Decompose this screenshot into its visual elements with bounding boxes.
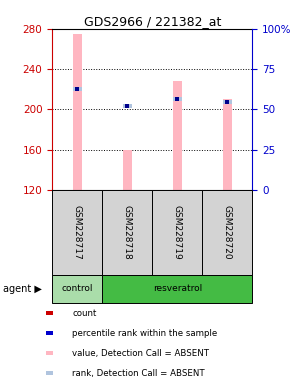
Bar bbox=[73, 87, 82, 91]
Bar bbox=[46, 311, 53, 316]
Text: control: control bbox=[61, 285, 93, 293]
Bar bbox=[152, 190, 202, 275]
Bar bbox=[123, 150, 132, 190]
Bar bbox=[173, 81, 182, 190]
Bar bbox=[223, 99, 232, 190]
Bar bbox=[46, 371, 53, 376]
Bar bbox=[123, 104, 132, 108]
Bar bbox=[102, 190, 152, 275]
Bar bbox=[52, 190, 102, 275]
Text: GSM228719: GSM228719 bbox=[173, 205, 182, 260]
Text: GSM228720: GSM228720 bbox=[223, 205, 232, 260]
Text: GSM228717: GSM228717 bbox=[73, 205, 82, 260]
Bar bbox=[46, 331, 53, 336]
Bar bbox=[173, 98, 182, 101]
Text: count: count bbox=[72, 309, 96, 318]
Title: GDS2966 / 221382_at: GDS2966 / 221382_at bbox=[84, 15, 221, 28]
Text: resveratrol: resveratrol bbox=[153, 285, 202, 293]
Bar bbox=[102, 275, 252, 303]
Bar bbox=[223, 100, 232, 104]
Text: agent ▶: agent ▶ bbox=[3, 284, 42, 294]
Text: value, Detection Call = ABSENT: value, Detection Call = ABSENT bbox=[72, 349, 209, 358]
Text: rank, Detection Call = ABSENT: rank, Detection Call = ABSENT bbox=[72, 369, 205, 378]
Bar bbox=[202, 190, 252, 275]
Bar bbox=[52, 275, 102, 303]
Bar bbox=[73, 34, 82, 190]
Text: percentile rank within the sample: percentile rank within the sample bbox=[72, 329, 217, 338]
Bar bbox=[46, 351, 53, 356]
Text: GSM228718: GSM228718 bbox=[123, 205, 132, 260]
